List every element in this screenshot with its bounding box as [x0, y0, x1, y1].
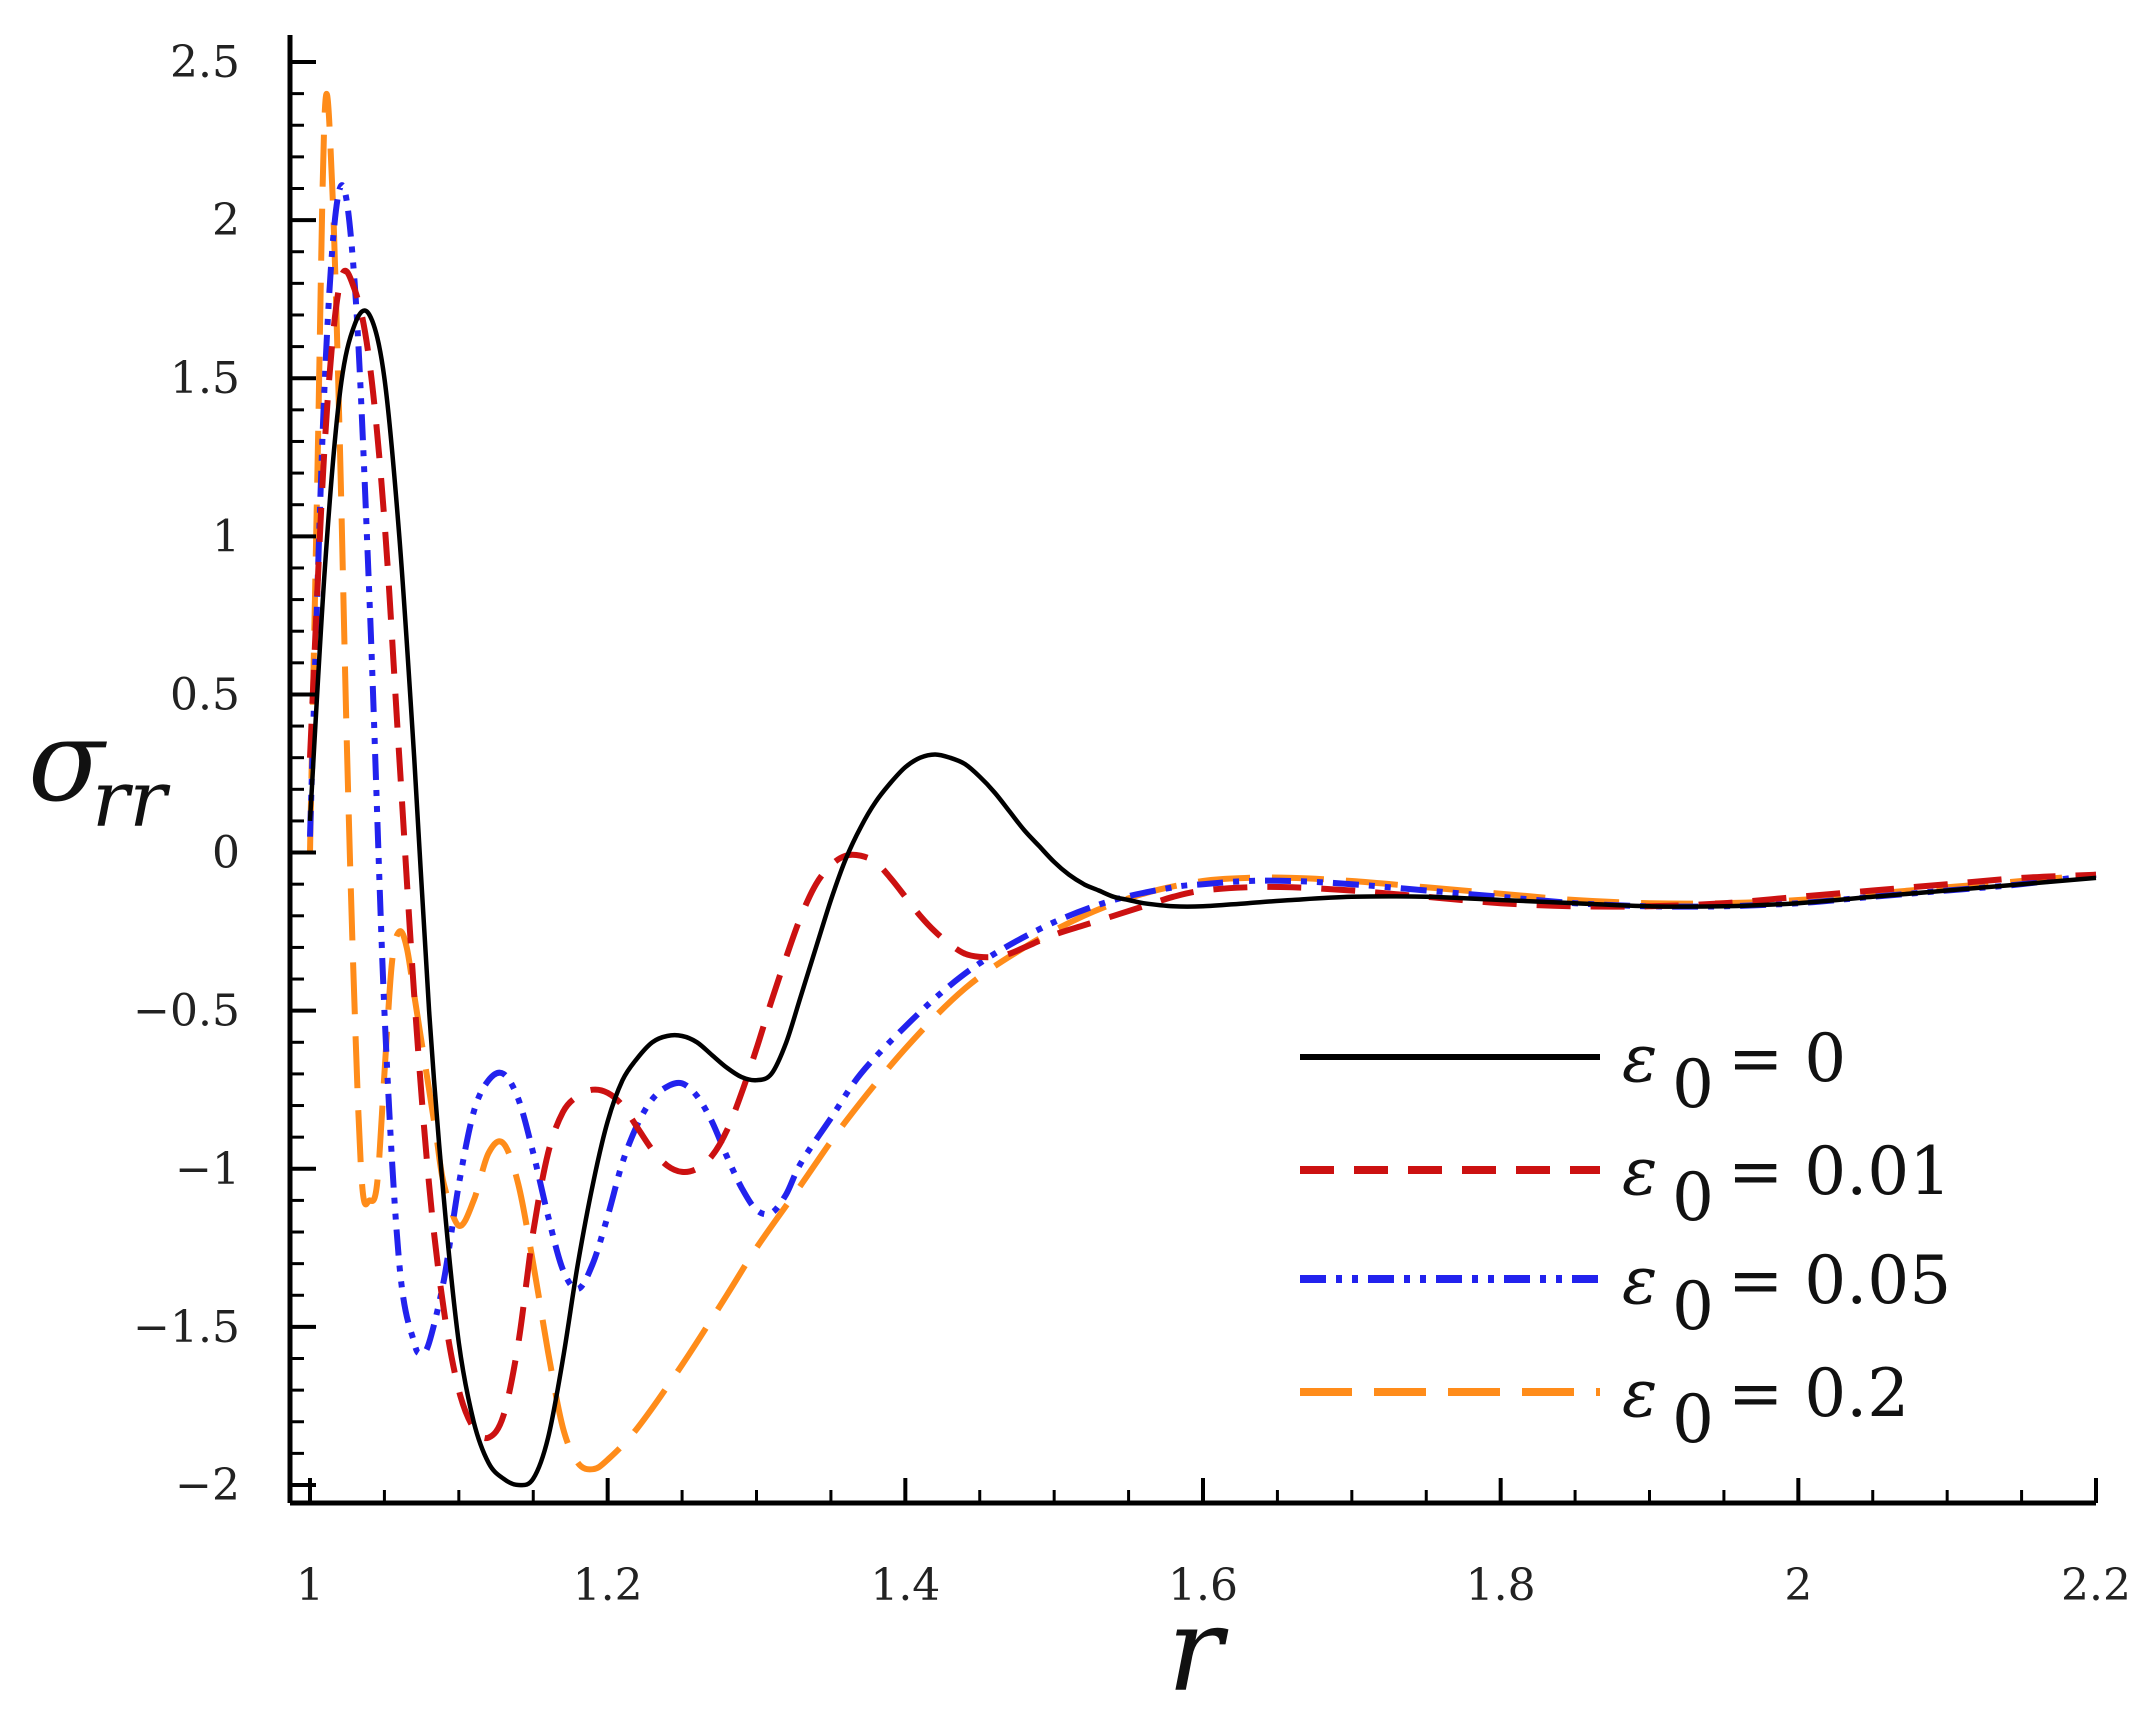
series-layer: [307, 90, 2097, 1488]
y-tick-label: 1: [212, 511, 240, 562]
series-line-1: [307, 267, 2097, 1442]
legend: ε 0 = 0ε 0 = 0.01ε 0 = 0.05ε 0 = 0.2: [1300, 1020, 1951, 1458]
legend-label-symbol: ε: [1622, 1020, 1657, 1097]
x-tick-label: 1.4: [870, 1560, 940, 1611]
y-tick-label: 0.5: [170, 669, 240, 720]
x-tick-label: 2: [1784, 1560, 1812, 1611]
x-tick-label: 1: [296, 1560, 324, 1611]
legend-label-value: = 0.2: [1728, 1355, 1909, 1432]
x-tick-label: 2.2: [2061, 1560, 2131, 1611]
legend-label-subscript: 0: [1672, 1268, 1714, 1345]
y-axis-title-subscript: rr: [92, 755, 171, 845]
y-tick-label: −1.5: [133, 1302, 240, 1353]
ticks-layer: 1 1.2 1.4 1.6 1.8 2 2.2 −2 −1.5 −1 −0.5 0 0.5 1 1.5 2 2.…: [133, 37, 2131, 1611]
legend-label-value: = 0.01: [1728, 1133, 1951, 1210]
series-line-2: [307, 182, 2097, 1357]
x-tick-label: 1.2: [573, 1560, 643, 1611]
y-tick-label: −0.5: [133, 986, 240, 1037]
x-tick-label: 1.6: [1168, 1560, 1238, 1611]
series-line-0: [307, 308, 2097, 1488]
series-line-3: [307, 90, 2097, 1473]
y-tick-label: −2: [175, 1460, 240, 1511]
legend-label-subscript: 0: [1672, 1159, 1714, 1236]
y-axis-title-symbol: σ: [28, 697, 107, 827]
y-axis-title: σ rr: [28, 697, 171, 845]
x-axis-title: r: [1167, 1583, 1229, 1717]
y-tick-label: 0: [212, 828, 240, 879]
x-tick-label: 1.8: [1466, 1560, 1536, 1611]
legend-label-value: = 0: [1728, 1020, 1846, 1097]
legend-label-symbol: ε: [1622, 1133, 1657, 1210]
y-tick-label: 1.5: [170, 353, 240, 404]
legend-label-subscript: 0: [1672, 1381, 1714, 1458]
legend-label-subscript: 0: [1672, 1046, 1714, 1123]
legend-label-symbol: ε: [1622, 1242, 1657, 1319]
y-tick-label: −1: [175, 1144, 240, 1195]
y-tick-label: 2.5: [170, 37, 240, 88]
axes-layer: [287, 35, 2096, 1506]
y-tick-label: 2: [212, 195, 240, 246]
legend-label-value: = 0.05: [1728, 1242, 1951, 1319]
legend-label-symbol: ε: [1622, 1355, 1657, 1432]
